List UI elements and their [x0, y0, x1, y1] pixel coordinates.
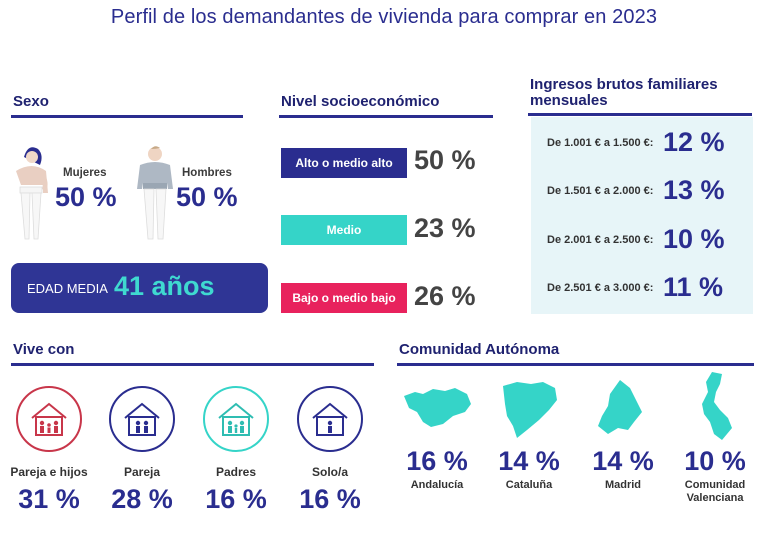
comunidad-label-line1: Cataluña — [505, 479, 553, 491]
vive-con-heading: Vive con — [13, 341, 75, 358]
ingresos-heading-line1: Ingresos brutos familiares — [530, 76, 718, 93]
ingresos-row-label: De 2.001 € a 2.500 €: — [547, 234, 654, 246]
comunidad-label-line1: Andalucía — [410, 479, 464, 491]
hombres-value: 50 % — [176, 182, 238, 212]
house-family-icon — [16, 386, 82, 452]
nivel-heading: Nivel socioeconómico — [281, 93, 440, 110]
comunidad-label: Comunidad Valenciana — [670, 479, 760, 505]
vive-con-label: Padres — [215, 465, 257, 479]
house-parents-icon — [203, 386, 269, 452]
hombres-label: Hombres — [182, 167, 232, 179]
ingresos-row-value: 10 % — [663, 224, 725, 254]
ingresos-heading: Ingresos brutos familiares mensuales — [530, 77, 718, 109]
nivel-bajo-value: 26 % — [414, 281, 476, 311]
comunidad-value: 14 % — [498, 446, 560, 476]
ingresos-row-label: De 2.501 € a 3.000 €: — [547, 282, 654, 294]
valenciana-map-icon — [702, 372, 732, 440]
comunidad-label-line1: Madrid — [604, 479, 642, 491]
vive-con-label: Solo/a — [311, 465, 348, 479]
comunidad-label: Cataluña — [484, 479, 574, 492]
comunidad-label: Andalucía — [392, 479, 482, 492]
comunidad-label-line1: Comunidad — [684, 479, 746, 491]
mujeres-label: Mujeres — [63, 167, 107, 179]
madrid-map-icon — [598, 380, 642, 434]
house-couple-icon — [109, 386, 175, 452]
vive-con-rule — [11, 363, 374, 366]
vive-con-value: 16 % — [299, 484, 361, 514]
nivel-alto-box: Alto o medio alto — [281, 148, 407, 178]
mujeres-value: 50 % — [55, 182, 117, 212]
edad-media-label: EDAD MEDIA — [27, 281, 108, 296]
ingresos-row-value: 11 % — [663, 272, 724, 302]
woman-figure-icon — [16, 147, 48, 240]
edad-media-value: 41 años — [114, 271, 215, 301]
comunidad-value: 16 % — [406, 446, 468, 476]
page-title: Perfil de los demandantes de vivienda pa… — [110, 6, 658, 28]
nivel-rule — [279, 115, 493, 118]
vive-con-value: 16 % — [205, 484, 267, 514]
sexo-heading: Sexo — [13, 93, 49, 110]
ingresos-row-value: 12 % — [663, 127, 725, 157]
cataluna-map-icon — [503, 382, 557, 438]
nivel-medio-value: 23 % — [414, 213, 476, 243]
comunidad-value: 14 % — [592, 446, 654, 476]
sexo-rule — [11, 115, 243, 118]
comunidad-label-line2: Valenciana — [686, 492, 744, 504]
vive-con-value: 28 % — [111, 484, 173, 514]
ingresos-heading-line2: mensuales — [530, 92, 608, 109]
nivel-bajo-box: Bajo o medio bajo — [281, 283, 407, 313]
house-single-icon — [297, 386, 363, 452]
comunidad-label: Madrid — [578, 479, 668, 492]
vive-con-label: Pareja e hijos — [10, 465, 88, 479]
comunidad-value: 10 % — [684, 446, 746, 476]
ingresos-row-label: De 1.501 € a 2.000 €: — [547, 185, 654, 197]
comunidad-rule — [397, 363, 754, 366]
ingresos-rule — [528, 113, 752, 116]
andalucia-map-icon — [404, 388, 471, 427]
nivel-alto-value: 50 % — [414, 145, 476, 175]
ingresos-panel — [531, 117, 753, 314]
ingresos-row-label: De 1.001 € a 1.500 €: — [547, 137, 654, 149]
nivel-medio-box: Medio — [281, 215, 407, 245]
edad-media-box: EDAD MEDIA 41 años — [11, 263, 268, 313]
vive-con-label: Pareja — [123, 465, 161, 479]
man-figure-icon — [137, 146, 173, 240]
ingresos-row-value: 13 % — [663, 175, 725, 205]
vive-con-value: 31 % — [18, 484, 80, 514]
comunidad-heading: Comunidad Autónoma — [399, 341, 560, 358]
